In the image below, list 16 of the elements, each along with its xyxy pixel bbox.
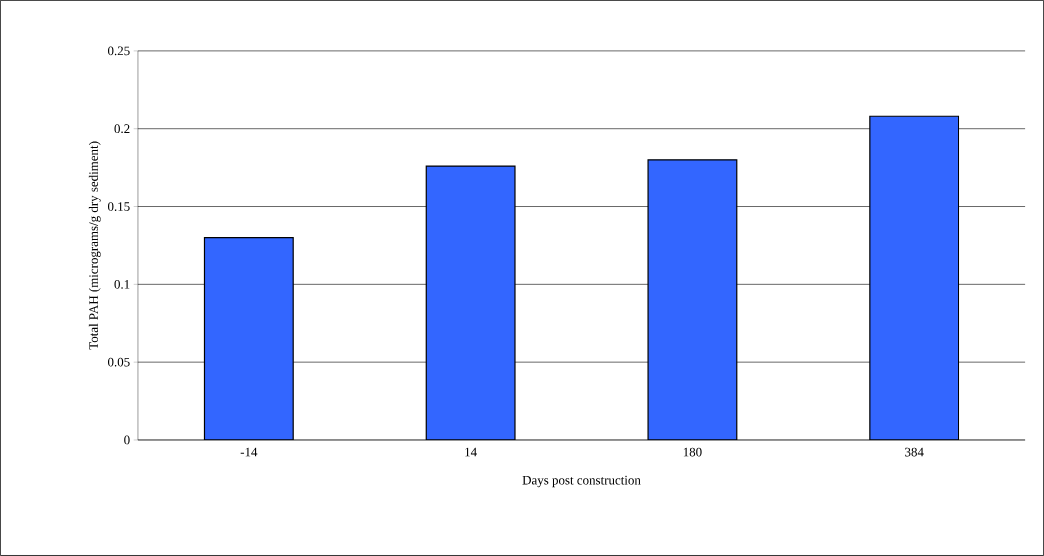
y-tick-label: 0.1	[114, 279, 130, 289]
x-axis-title: Days post construction	[522, 475, 641, 488]
x-tick-label: 14	[465, 447, 477, 457]
bar	[203, 237, 294, 441]
y-tick-label: 0.25	[107, 46, 130, 56]
y-tick-label: 0.15	[107, 202, 130, 211]
x-tick-label: -14	[240, 447, 258, 457]
y-tick-label: 0.05	[107, 357, 130, 367]
bar	[869, 115, 960, 441]
x-tick-label: 384	[905, 447, 924, 457]
y-tick-label: 0.2	[114, 124, 130, 134]
x-tick-label: 180	[683, 447, 702, 457]
bar	[425, 165, 516, 441]
bar	[647, 159, 738, 441]
y-axis-title: Total PAH (micrograms/g dry sediment)	[88, 141, 101, 350]
y-tick-label: 0	[124, 435, 130, 445]
